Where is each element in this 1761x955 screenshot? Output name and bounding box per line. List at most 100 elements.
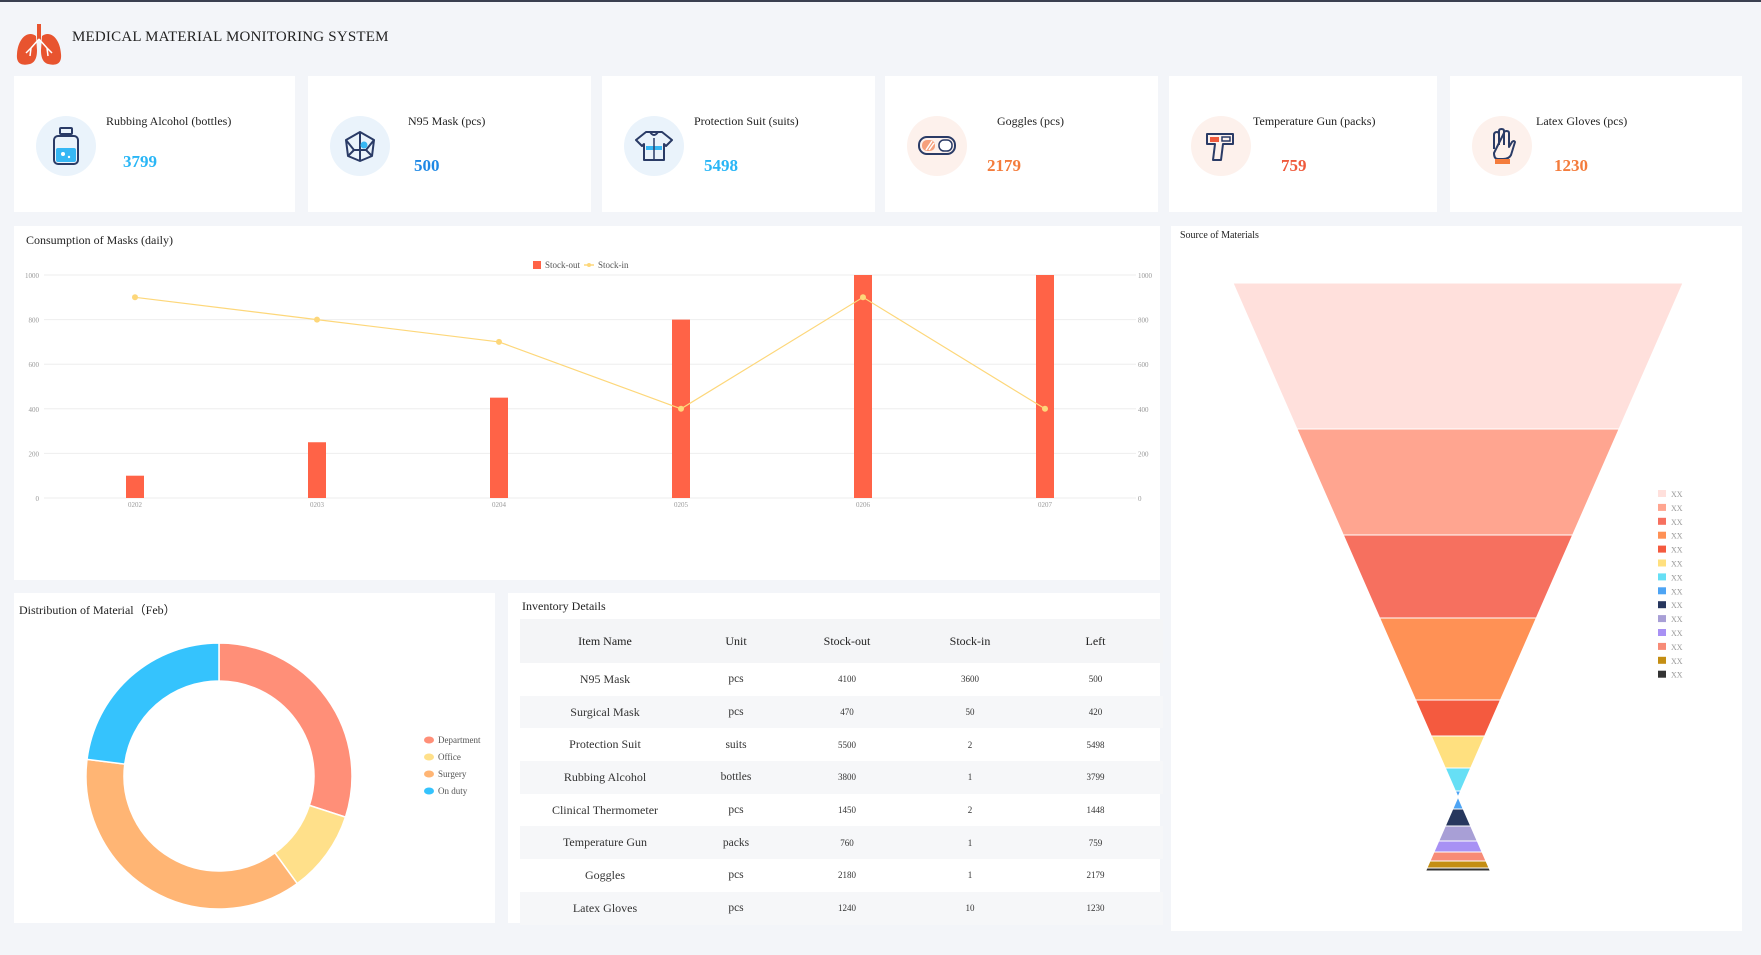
table-title: Inventory Details <box>522 599 606 613</box>
cell-item-name: Temperature Gun <box>520 826 690 860</box>
bar-stock-out <box>854 275 872 498</box>
legend-swatch <box>1658 601 1666 609</box>
kpi-label: Protection Suit (suits) <box>694 114 799 128</box>
funnel-layer <box>1296 428 1620 536</box>
legend-label: XX <box>1671 671 1683 680</box>
cell-stock-out: 1450 <box>838 805 856 816</box>
kpi-label: Latex Gloves (pcs) <box>1536 114 1628 128</box>
column-header-left: Left <box>1028 619 1163 663</box>
legend-swatch <box>1658 587 1666 595</box>
legend-label: XX <box>1671 587 1683 596</box>
y-tick-label-right: 400 <box>1138 406 1149 414</box>
chart-title: Source of Materials <box>1180 230 1259 241</box>
legend-label: XX <box>1671 518 1683 527</box>
cell-stock-in: 1 <box>967 870 973 881</box>
legend-label: Office <box>438 752 461 762</box>
legend-swatch <box>1658 517 1666 525</box>
line-stock-in <box>134 296 1046 410</box>
legend-swatch <box>1658 545 1666 553</box>
table-row: Clinical Thermometer pcs 1450 2 1448 <box>520 794 1163 827</box>
cell-stock-out: 5500 <box>838 739 856 750</box>
cell-unit: pcs <box>690 891 782 925</box>
bar-stock-out <box>490 397 508 498</box>
kpi-value: 759 <box>1281 156 1307 175</box>
legend-label: XX <box>1671 573 1683 582</box>
legend-label: XX <box>1671 490 1683 499</box>
cell-item-name: Latex Gloves <box>520 891 690 925</box>
legend-swatch <box>1658 642 1666 650</box>
cell-stock-in: 50 <box>912 695 1028 729</box>
donut-slice <box>218 642 353 819</box>
cell-item-name: Clinical Thermometer <box>551 802 659 817</box>
cell-left: 1448 <box>1086 805 1105 816</box>
kpi-label: Rubbing Alcohol (bottles) <box>106 114 232 128</box>
y-tick-label-right: 0 <box>1138 495 1142 503</box>
kpi-card-rubbing-alcohol: Rubbing Alcohol (bottles) 3799 <box>14 76 295 212</box>
legend-label: XX <box>1671 546 1683 555</box>
column-header-item-name: Item Name <box>520 619 690 663</box>
legend-swatch <box>1658 656 1666 664</box>
bar-stock-out <box>1036 275 1054 498</box>
cell-stock-in: 3600 <box>961 674 979 685</box>
funnel-layer <box>1444 767 1472 792</box>
gloves-icon <box>1472 116 1532 176</box>
cell-left: 2179 <box>1086 870 1105 881</box>
legend-label: XX <box>1671 643 1683 652</box>
kpi-label: Goggles (pcs) <box>997 114 1064 128</box>
kpi-card-goggles: Goggles (pcs) 2179 <box>885 76 1158 212</box>
top-border <box>0 0 1761 2</box>
legend-swatch <box>1658 503 1666 511</box>
funnel-layer <box>1424 867 1492 872</box>
protective-suit-icon <box>624 116 684 176</box>
legend-swatch <box>1658 629 1666 636</box>
cell-item-name: Goggles <box>585 867 625 882</box>
column-header-stock-in: Stock-in <box>912 619 1028 663</box>
bar-stock-out <box>308 442 326 498</box>
kpi-value: 1230 <box>1554 156 1588 175</box>
x-tick-label: 0204 <box>492 501 507 509</box>
legend-label: XX <box>1671 532 1683 541</box>
cell-left: 5498 <box>1086 739 1105 750</box>
legend-swatch <box>424 787 434 795</box>
cell-stock-out: 4100 <box>838 674 856 685</box>
x-tick-label: 0202 <box>128 501 143 509</box>
table-row: Rubbing Alcohol bottles 3800 1 3799 <box>520 761 1163 794</box>
legend-swatch <box>1658 615 1666 623</box>
legend-label-stock-out: Stock-out <box>545 260 580 270</box>
funnel-layer <box>1430 735 1486 769</box>
column-header-stock-out: Stock-out <box>782 619 912 663</box>
y-tick-label-right: 1000 <box>1138 272 1153 280</box>
goggles-icon <box>907 116 967 176</box>
mask-icon <box>330 116 390 176</box>
cell-item-name: N95 Mask <box>579 671 631 686</box>
y-tick-label-right: 600 <box>1138 361 1149 369</box>
legend-swatch <box>1658 490 1666 497</box>
y-tick-label-left: 800 <box>29 317 40 325</box>
legend-label: XX <box>1671 601 1683 610</box>
cell-stock-in: 2 <box>967 805 973 816</box>
kpi-value: 5498 <box>704 156 738 175</box>
legend-label-stock-in: Stock-in <box>598 260 629 270</box>
cell-left: 420 <box>1028 695 1163 729</box>
cell-left: 759 <box>1028 826 1163 860</box>
cell-left: 3799 <box>1028 761 1163 794</box>
cell-stock-out: 2180 <box>838 870 856 881</box>
cell-stock-out: 1240 <box>782 891 912 925</box>
kpi-value: 500 <box>414 156 440 175</box>
table-row: Protection Suit suits 5500 2 5498 <box>520 728 1163 761</box>
consumption-chart-panel: Consumption of Masks (daily) 0 0 200 200 400… <box>14 226 1160 580</box>
cell-unit: pcs <box>728 673 744 686</box>
legend-swatch <box>424 770 434 778</box>
x-tick-label: 0203 <box>310 501 325 509</box>
point-stock-in <box>678 405 684 412</box>
cell-unit: bottles <box>690 761 782 794</box>
funnel-layer <box>1437 825 1479 842</box>
legend-swatch-stock-out <box>533 261 541 269</box>
table-row: Temperature Gun packs 760 1 759 <box>520 826 1163 860</box>
donut-slice <box>86 642 220 765</box>
legend-swatch <box>1658 670 1666 678</box>
y-tick-label-right: 200 <box>1138 450 1149 458</box>
point-stock-in <box>1042 405 1048 412</box>
y-tick-label-left: 0 <box>36 495 40 503</box>
kpi-card-protection-suit: Protection Suit (suits) 5498 <box>602 76 875 212</box>
